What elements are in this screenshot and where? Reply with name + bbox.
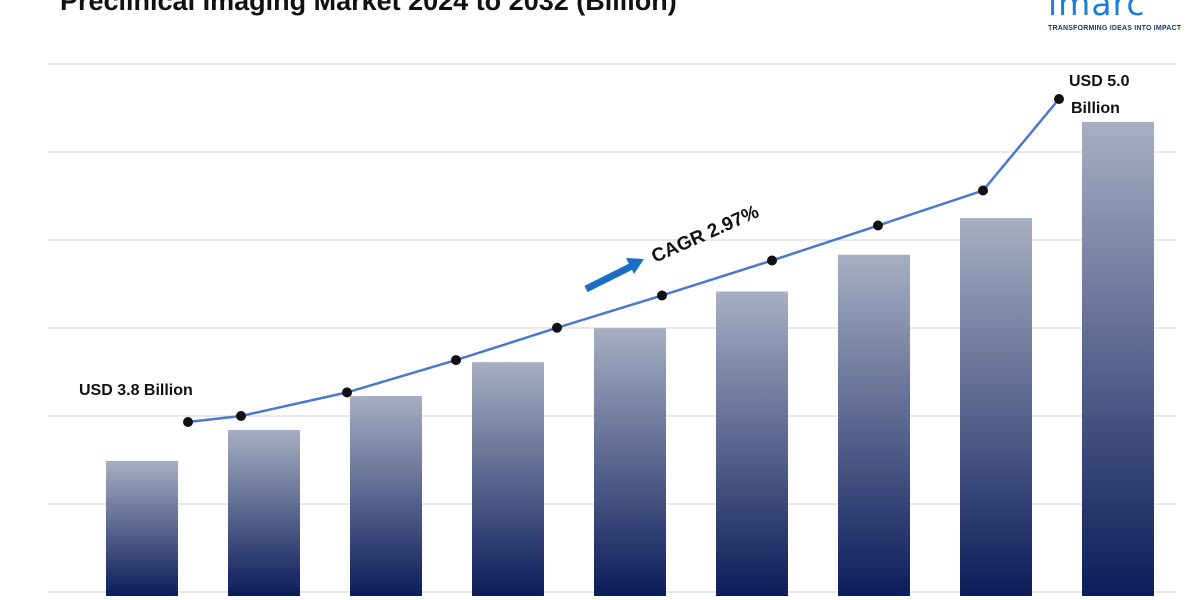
bar-2024 bbox=[106, 461, 178, 596]
trend-marker bbox=[236, 411, 246, 421]
chart-title: Preclinical Imaging Market 2024 to 2032 … bbox=[60, 0, 677, 16]
trend-marker bbox=[183, 417, 193, 427]
start-value-label: USD 3.8 Billion bbox=[79, 382, 193, 399]
logo-wordmark: imarc bbox=[1048, 0, 1146, 23]
trend-marker bbox=[451, 355, 461, 366]
trend-marker bbox=[342, 387, 352, 398]
trend-marker bbox=[873, 220, 883, 231]
end-value-label-line1: USD 5.0 bbox=[1069, 73, 1130, 90]
trend-marker bbox=[1054, 94, 1064, 104]
bar-2031 bbox=[960, 218, 1032, 597]
trend-line bbox=[183, 94, 1064, 427]
trend-marker bbox=[978, 185, 988, 196]
bar-2028 bbox=[594, 328, 666, 596]
bar-2032 bbox=[1082, 122, 1154, 596]
bar-2029 bbox=[716, 291, 788, 596]
bar-2027 bbox=[472, 362, 544, 596]
end-value-label-line2: Billion bbox=[1071, 100, 1120, 117]
bars bbox=[106, 122, 1154, 597]
cagr-arrow bbox=[584, 258, 644, 293]
bar-2026 bbox=[350, 396, 422, 596]
trend-marker bbox=[657, 290, 667, 301]
trend-line-path bbox=[187, 98, 1060, 424]
bar-2025 bbox=[228, 429, 300, 596]
logo-tagline: TRANSFORMING IDEAS INTO IMPACT bbox=[1048, 25, 1182, 32]
cagr-label: CAGR 2.97% bbox=[648, 202, 762, 268]
imarc-logo: imarc TRANSFORMING IDEAS INTO IMPACT bbox=[1040, 0, 1190, 36]
trend-marker bbox=[552, 322, 562, 333]
bar-2030 bbox=[838, 254, 910, 596]
trend-marker bbox=[767, 255, 777, 266]
